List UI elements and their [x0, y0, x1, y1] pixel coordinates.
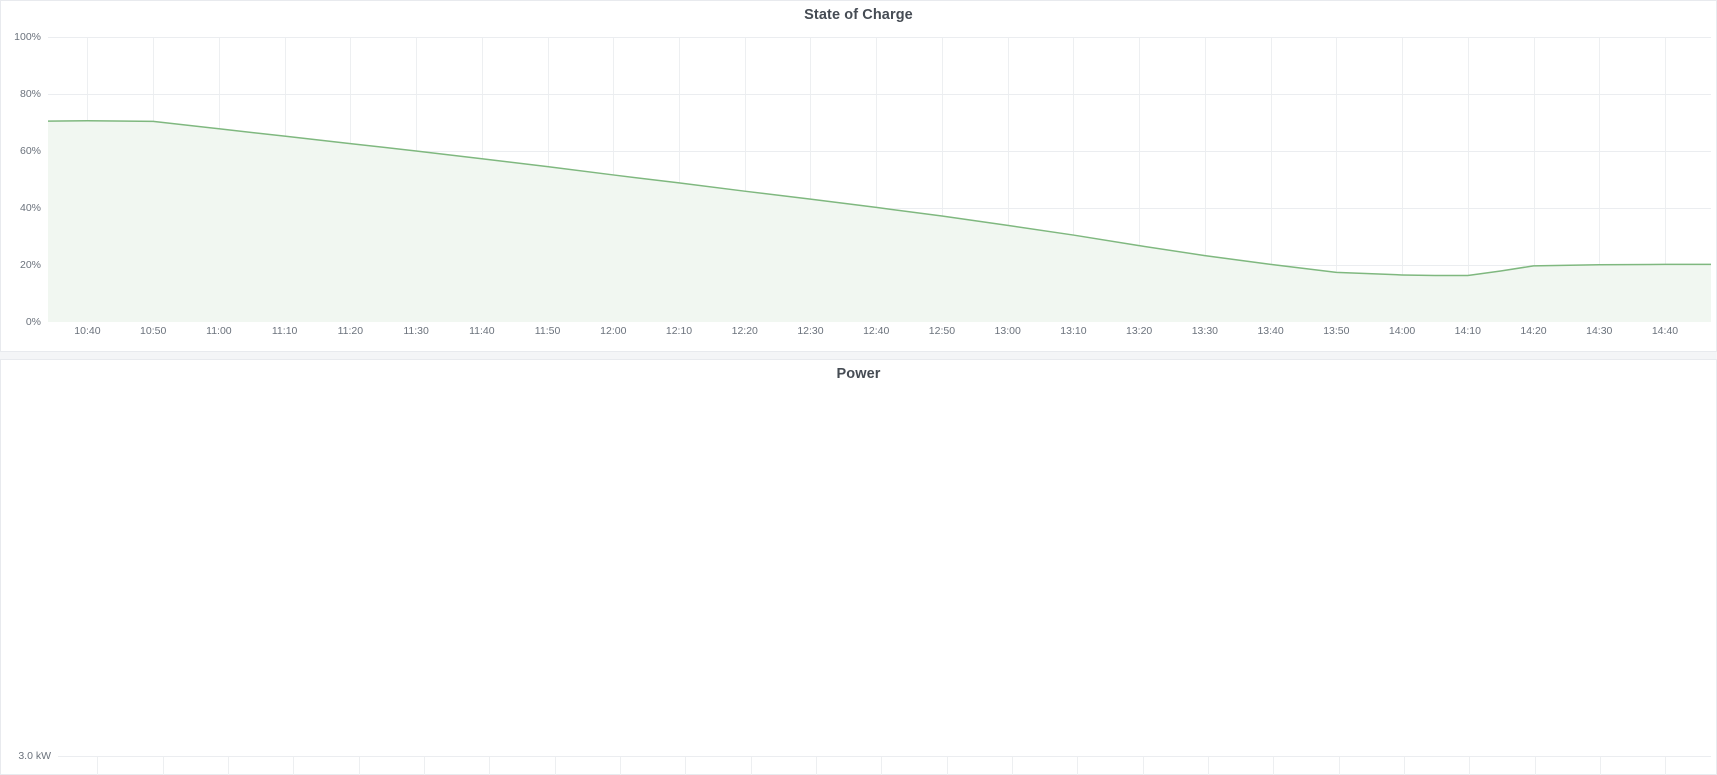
x-tick-label: 11:30: [403, 325, 429, 337]
x-tick-label: 10:50: [140, 325, 167, 337]
panel-title-power: Power: [836, 366, 881, 382]
x-tick-label: 11:20: [337, 325, 364, 337]
x-tick-label: 12:10: [665, 325, 693, 337]
x-tick-label: 14:40: [1651, 325, 1679, 337]
x-tick-label: 14:20: [1520, 325, 1547, 337]
x-tick-label: 13:00: [994, 325, 1021, 337]
x-tick-label: 10:40: [74, 325, 101, 337]
x-tick-label: 11:10: [271, 325, 298, 337]
x-tick-label: 12:30: [797, 325, 824, 337]
panel-title-state-of-charge: State of Charge: [804, 7, 913, 23]
chart-state-of-charge: [48, 37, 1711, 322]
y-tick-label: 100%: [14, 31, 41, 43]
panel-state-of-charge: State of Charge 0% 20% 40% 60% 80% 100% 10:40…: [0, 0, 1717, 352]
y-tick-label: 80%: [19, 88, 41, 100]
x-tick-label: 14:00: [1388, 325, 1416, 337]
panel-power: Power -2.0 kW-1.0 kW0 W1.0 kW2.0 kW3.0 k…: [0, 359, 1717, 775]
x-tick-label: 14:30: [1586, 325, 1613, 337]
x-tick-label: 13:30: [1191, 325, 1218, 337]
x-tick-label: 13:20: [1125, 325, 1153, 337]
x-tick-label: 14:10: [1454, 325, 1481, 337]
x-tick-label: 13:50: [1323, 325, 1350, 337]
plot-area-state-of-charge[interactable]: [48, 37, 1711, 322]
x-tick-label: 12:00: [600, 325, 627, 337]
x-tick-label: 13:40: [1257, 325, 1284, 337]
y-tick-label: 3.0 kW: [18, 750, 51, 762]
chart-power: [58, 756, 1711, 775]
y-tick-label: 40%: [19, 202, 41, 214]
x-tick-label: 11:40: [469, 325, 495, 337]
plot-area-power[interactable]: [58, 756, 1711, 775]
y-axis-power: -2.0 kW-1.0 kW0 W1.0 kW2.0 kW3.0 kW: [1, 750, 57, 775]
y-axis-state-of-charge: 0% 20% 40% 60% 80% 100%: [1, 31, 47, 328]
y-tick-label: 20%: [19, 259, 41, 271]
y-tick-label: 0%: [25, 316, 41, 328]
x-axis-state-of-charge: 10:40 10:50 11:00 11:10 11:20 11:30 11:40 11:50…: [48, 325, 1711, 343]
y-tick-label: 60%: [19, 145, 41, 157]
x-tick-label: 11:00: [206, 325, 232, 337]
x-tick-label: 12:50: [928, 325, 956, 337]
x-tick-label: 11:50: [534, 325, 561, 337]
x-tick-label: 12:20: [731, 325, 758, 337]
x-tick-label: 13:10: [1060, 325, 1087, 337]
x-tick-label: 12:40: [863, 325, 890, 337]
